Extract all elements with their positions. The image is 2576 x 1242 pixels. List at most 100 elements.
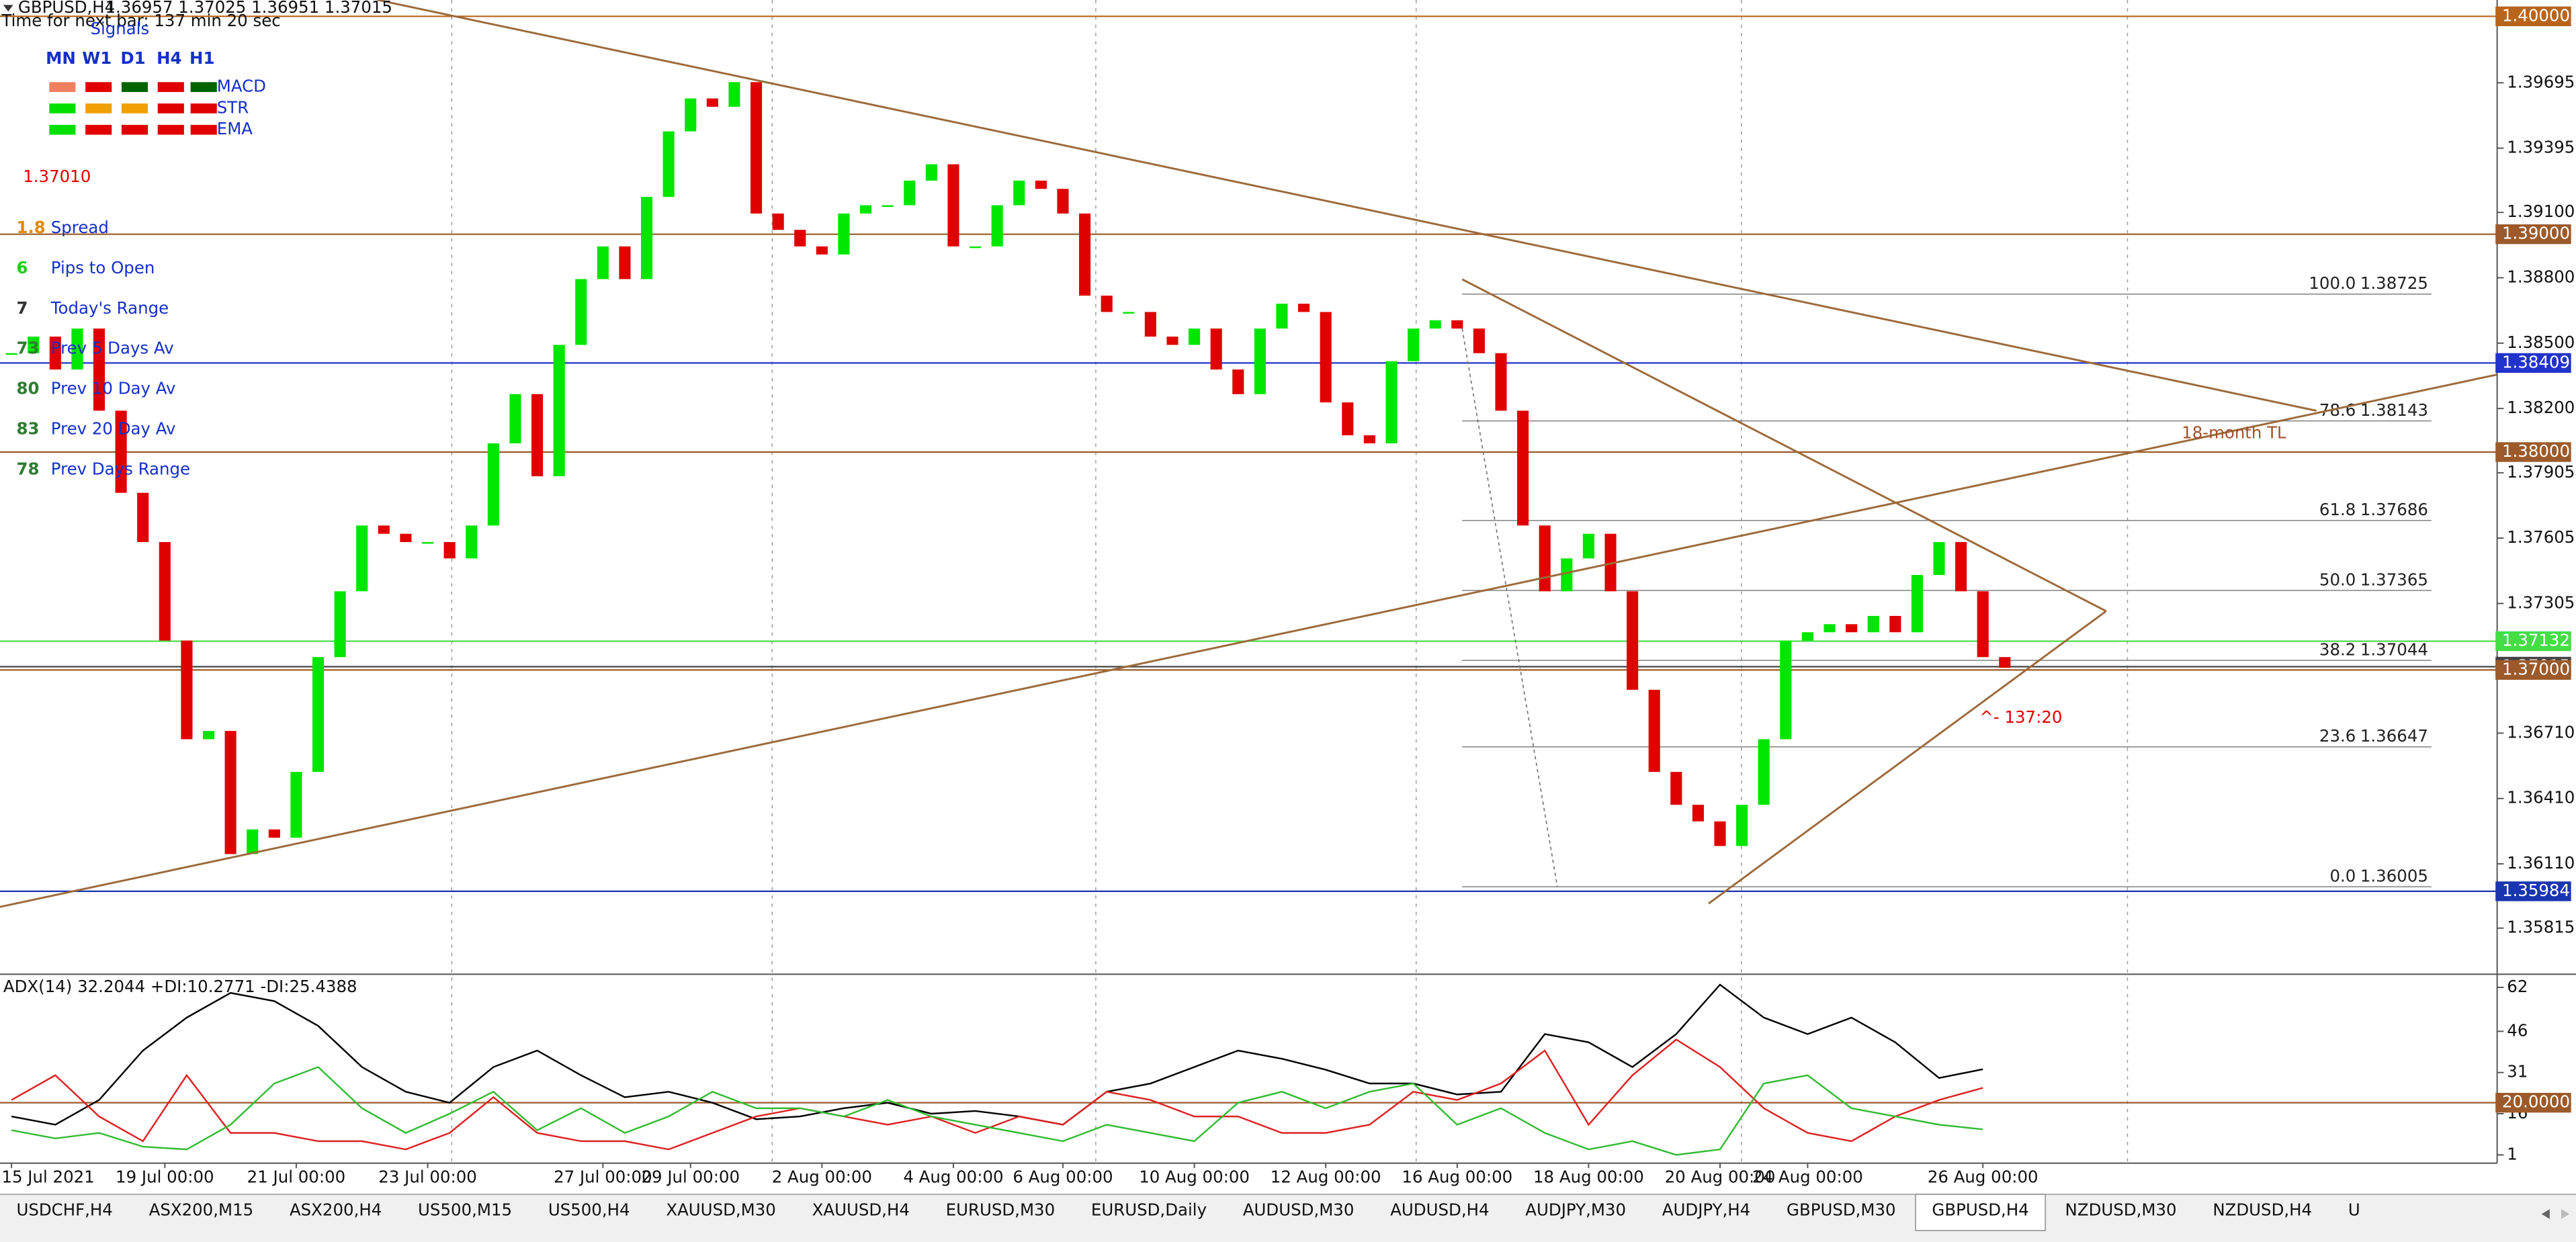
y-tick-label: 1.39695 [2507,72,2575,91]
tab-bar [0,1194,2576,1242]
signal-cell [49,103,76,114]
level-box [2495,353,2571,373]
level-box [2495,6,2571,27]
candle [1780,640,1792,740]
fib-level: 23.6 [2319,726,2356,746]
tab-background[interactable] [1915,1194,2047,1231]
x-tick-label: 29 Jul 00:00 [641,1167,740,1187]
tab[interactable]: GBPUSD,M30 [1787,1200,1896,1220]
candle [71,328,83,370]
candle [860,205,872,214]
stat-value: 1.8 [16,218,45,237]
y-tick-label: 1.37605 [2507,527,2575,547]
candle [1539,525,1551,592]
candle [181,640,193,740]
candle [1758,739,1770,805]
candle [1561,558,1573,592]
scroll-left[interactable] [2541,1209,2550,1219]
tab[interactable]: AUDUSD,H4 [1390,1200,1489,1220]
candle [772,213,784,230]
x-tick-label: 4 Aug 00:00 [903,1167,1003,1187]
stat-label: Today's Range [50,298,169,318]
level-box [2495,224,2571,245]
candle [1144,312,1156,337]
y-tick-label: 1.37905 [2507,462,2575,482]
candle [49,337,61,370]
fib-level: 61.8 [2319,500,2356,519]
candle [838,213,850,255]
tab[interactable]: AUDUSD,M30 [1243,1200,1355,1220]
x-tick-label: 16 Aug 00:00 [1402,1167,1512,1187]
candle [1079,213,1091,296]
adx-title: ADX(14) 32.2044 +DI:10.2771 -DI:25.4388 [3,977,357,996]
y-tick-label: 1.36110 [2507,853,2575,873]
fib-trend [1461,328,1558,887]
candle [1057,189,1069,214]
tab[interactable]: US500,H4 [548,1200,630,1220]
tab[interactable]: U [2348,1200,2360,1220]
candle [1517,410,1529,526]
signal-column: W1 [82,48,112,68]
signal-cell [121,124,148,135]
overlay: GBPUSD,H4 1.36957 1.37025 1.36951 1.3701… [1,0,2286,727]
tabs: USDCHF,H4 ASX200,M15 ASX200,H4 US500,M15 US5… [16,1194,2360,1231]
candle [93,328,105,411]
trendline [0,373,2497,908]
candle [115,410,127,493]
tab[interactable]: EURUSD,Daily [1091,1200,1207,1220]
candle [268,829,280,838]
candle [1013,180,1025,206]
scroll-right[interactable] [2561,1209,2570,1219]
symbol: GBPUSD,H4 [18,0,115,17]
y-tick-label: 46 [2507,1020,2528,1040]
tab[interactable]: USDCHF,H4 [16,1200,112,1220]
fib-price: 1.36005 [2360,866,2428,885]
stat-value: 78 [16,459,39,478]
candle [1911,574,1923,633]
tab[interactable]: EURUSD,M30 [946,1200,1055,1220]
signal-column: H1 [189,48,214,68]
candle [662,131,675,197]
tab[interactable]: NZDUSD,H4 [2213,1200,2312,1220]
candle [1342,402,1354,436]
adx-line [11,983,1983,1126]
tab-scroll[interactable] [2541,1209,2570,1219]
candle [1408,328,1420,361]
y-tick-label: 1 [2507,1144,2518,1163]
candle [1254,328,1266,394]
candle [904,180,916,206]
tab[interactable]: AUDJPY,H4 [1662,1200,1750,1220]
price-pane: 1.39695 1.39395 1.39100 1.38800 1.38500 1.382… [0,15,2575,1187]
x-tick-label: 12 Aug 00:00 [1271,1167,1381,1187]
stat-value: 7 [16,298,28,318]
candle [202,731,215,740]
x-tick-label: 24 Aug 00:00 [1752,1167,1863,1187]
trendlines [0,0,2497,908]
signal-cell [49,82,76,92]
tab[interactable]: NZDUSD,M30 [2065,1200,2177,1220]
candle [575,279,587,345]
level-label: 1.38000 [2502,441,2570,461]
candle [882,205,894,207]
tab[interactable]: AUDJPY,M30 [1525,1200,1626,1220]
tab[interactable]: XAUUSD,H4 [812,1200,910,1220]
tab[interactable]: GBPUSD,H4 [1932,1200,2028,1220]
candle [553,345,565,477]
stat-label: Pips to Open [51,258,155,277]
tab[interactable]: ASX200,H4 [290,1200,382,1220]
candle [1189,328,1201,345]
adx-line [11,1066,1983,1156]
x-tick-label: 19 Jul 00:00 [116,1167,214,1187]
candle [640,197,653,279]
y-tick-label: 31 [2507,1062,2528,1081]
candle [1977,591,1989,658]
bar-timer: Time for next bar: 137 min 20 sec [1,11,280,30]
fib-price: 1.37365 [2360,570,2428,589]
candle [356,525,368,592]
tab[interactable]: ASX200,M15 [149,1200,254,1220]
signal-column: MN [46,48,76,68]
tab[interactable]: US500,M15 [418,1200,512,1220]
tab[interactable]: XAUUSD,M30 [666,1200,775,1220]
level-label: 1.38409 [2502,352,2570,371]
